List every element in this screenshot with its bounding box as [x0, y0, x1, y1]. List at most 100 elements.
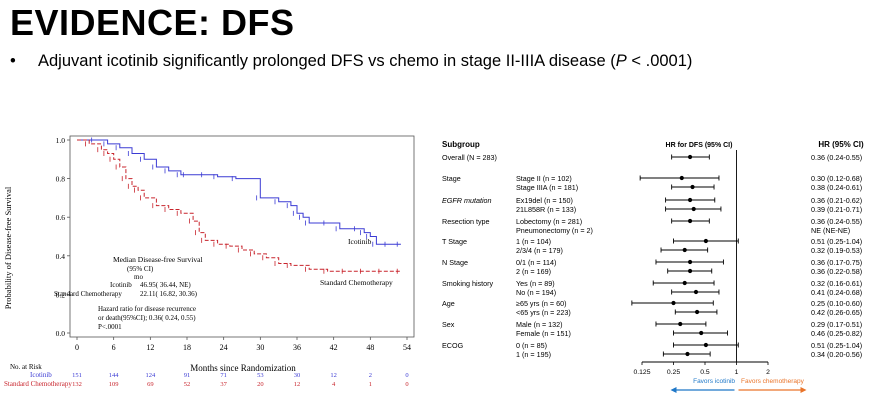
- forest-row-label: 0 (n = 85): [516, 341, 547, 350]
- km-y-tick-label: 0.2: [56, 290, 66, 299]
- forest-row-label: No (n = 194): [516, 288, 556, 297]
- km-x-tick-label: 42: [330, 343, 338, 352]
- risk-value-icotinib: 0: [405, 372, 408, 379]
- forest-x-tick-label: 0.25: [667, 369, 680, 376]
- forest-row-hr-text: 0.46 (0.25-0.82): [811, 329, 862, 338]
- forest-row-label: 21L858R (n = 133): [516, 205, 576, 214]
- risk-value-icotinib: 71: [220, 372, 227, 379]
- km-chart: 0.00.20.40.60.81.00 6 12 18 24 30 36 42 48 54 Pro…: [3, 135, 415, 388]
- favors-arrows: [670, 387, 807, 393]
- risk-value-icotinib: 12: [330, 372, 337, 379]
- forest-group-label: EGFR mutation: [442, 196, 492, 205]
- forest-row-hr-text: 0.32 (0.16-0.61): [811, 279, 862, 288]
- km-y-tick-label: 0.6: [56, 213, 66, 222]
- risk-value-icotinib: 91: [184, 372, 191, 379]
- km-plot-area: 0.0 0.2 0.4 0.6 0.8 1.0 0 6 12 18 24 30 36 42 48 54: [56, 135, 415, 352]
- risk-table-title: No. at Risk: [10, 363, 42, 371]
- forest-point: [678, 321, 683, 327]
- forest-row-hr-text: 0.51 (0.25-1.04): [811, 237, 862, 246]
- risk-value-chemo: 109: [109, 381, 119, 388]
- forest-row-label: <65 yrs (n = 223): [516, 308, 571, 317]
- km-x-tick-label: 24: [220, 343, 228, 352]
- km-x-axis-label: Months since Randomization: [190, 363, 296, 373]
- forest-row-label: 1 (n = 195): [516, 350, 551, 359]
- risk-row-chemo-label: Standard Chemotherapy: [4, 380, 72, 388]
- forest-x-tick-label: 0.125: [633, 369, 650, 376]
- km-plot-frame: [69, 135, 415, 338]
- km-x-tick-label: 54: [403, 343, 411, 352]
- km-p-value: P<.0001: [98, 323, 122, 331]
- km-line-chemo: [77, 139, 401, 272]
- forest-row-label: Overall (N = 283): [442, 153, 497, 162]
- forest-row-label: 0/1 (n = 114): [516, 258, 556, 267]
- forest-group-label: T Stage: [442, 237, 467, 246]
- forest-point: [682, 247, 687, 253]
- risk-value-icotinib: 2: [369, 372, 372, 379]
- forest-row-label: 2 (n = 169): [516, 267, 551, 276]
- km-line-icotinib: [77, 139, 401, 245]
- bullet-p-value: < .0001): [626, 52, 693, 70]
- forest-point: [687, 259, 693, 265]
- km-x-tick-label: 48: [366, 343, 374, 352]
- forest-row-label: Lobectomy (n = 281): [516, 217, 582, 226]
- km-y-tick-label: 0.8: [56, 175, 66, 184]
- forest-row-hr-text: 0.36 (0.22-0.58): [811, 267, 862, 276]
- km-y-tick-label: 0.4: [56, 252, 66, 261]
- forest-col-hr-title: HR for DFS (95% CI): [666, 142, 733, 149]
- forest-row-label: Stage IIIA (n = 181): [516, 183, 578, 192]
- km-median-annotation: Median Disease-free Survival (95% CI) mo…: [54, 255, 203, 331]
- forest-group-label: N Stage: [442, 258, 468, 267]
- forest-row-hr-text: 0.51 (0.25-1.04): [811, 341, 862, 350]
- forest-row-hr-text: 0.29 (0.17-0.51): [811, 320, 862, 329]
- km-x-tick-label: 30: [256, 343, 264, 352]
- forest-row-hr-text: 0.30 (0.12-0.68): [811, 174, 862, 183]
- risk-value-chemo: 0: [405, 381, 408, 388]
- forest-point: [687, 154, 693, 160]
- risk-value-chemo: 12: [294, 381, 301, 388]
- forest-point: [687, 218, 693, 224]
- risk-row-icotinib-label: Icotinib: [30, 371, 52, 379]
- risk-value-icotinib: 144: [109, 372, 120, 379]
- forest-group-label: Resection type: [442, 217, 490, 226]
- forest-row-label: Female (n = 151): [516, 329, 571, 338]
- km-legend-chemo: Standard Chemotherapy: [320, 278, 393, 287]
- forest-row-hr-text: 0.34 (0.20-0.56): [811, 350, 862, 359]
- km-y-tick-label: 0.0: [56, 329, 66, 338]
- forest-point: [687, 268, 693, 274]
- favors-icotinib-label: Favors icotinib: [693, 378, 735, 385]
- km-y-axis-label: Probability of Disease-free Survival: [3, 186, 13, 309]
- favors-chemo-arrowhead: [800, 387, 807, 393]
- forest-point: [685, 351, 690, 357]
- forest-point: [694, 309, 700, 315]
- forest-point: [682, 280, 687, 286]
- forest-group-label: ECOG: [442, 341, 464, 350]
- forest-point: [690, 184, 695, 190]
- km-x-tick-label: 18: [183, 343, 191, 352]
- forest-point: [691, 206, 696, 212]
- forest-row-hr-text: NE (NE-NE): [811, 226, 850, 235]
- forest-x-tick-label: 1: [735, 369, 739, 376]
- km-chemo-median: 22.11( 16.82, 30.36): [140, 290, 198, 298]
- slide-title: EVIDENCE: DFS: [10, 2, 295, 43]
- km-legend-icotinib: Icotinib: [348, 237, 372, 246]
- forest-row-hr-text: 0.36 (0.21-0.62): [811, 196, 862, 205]
- forest-point: [679, 175, 684, 181]
- risk-value-chemo: 69: [147, 381, 154, 388]
- forest-point: [693, 289, 699, 295]
- forest-row-hr-text: 0.25 (0.10-0.60): [811, 299, 862, 308]
- bullet-text: Adjuvant icotinib significantly prolonge…: [38, 52, 616, 70]
- forest-point: [703, 342, 708, 348]
- bullet-p-symbol: P: [615, 52, 627, 70]
- forest-row-hr-text: 0.38 (0.24-0.61): [811, 183, 862, 192]
- risk-value-icotinib: 30: [294, 372, 301, 379]
- bullet-point: • Adjuvant icotinib significantly prolong…: [10, 52, 692, 71]
- forest-row-hr-text: 0.36 (0.24-0.55): [811, 217, 862, 226]
- forest-col-hr-ci: HR (95% CI): [818, 140, 864, 149]
- risk-value-chemo: 52: [184, 381, 191, 388]
- forest-point: [703, 238, 708, 244]
- km-ci-label: (95% CI): [127, 265, 154, 273]
- forest-row-hr-text: 0.32 (0.19-0.53): [811, 246, 862, 255]
- forest-row-hr-text: 0.41 (0.24-0.68): [811, 288, 862, 297]
- forest-axis: 0.125 0.25 0.5 1 2: [633, 150, 770, 376]
